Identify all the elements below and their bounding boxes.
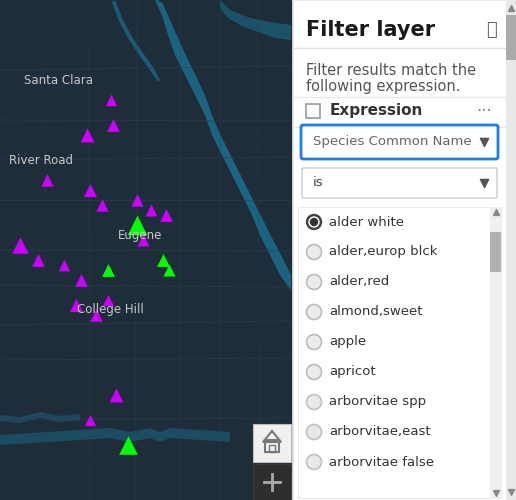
Text: alder,europ blck: alder,europ blck xyxy=(329,246,438,258)
Point xyxy=(16,241,24,249)
Text: almond,sweet: almond,sweet xyxy=(329,306,423,318)
Bar xyxy=(490,207,501,498)
Point xyxy=(124,441,132,449)
Bar xyxy=(30,70,130,150)
Polygon shape xyxy=(155,0,291,290)
Point xyxy=(83,131,91,139)
Text: River Road: River Road xyxy=(9,154,73,166)
Point xyxy=(162,211,170,219)
Circle shape xyxy=(311,218,317,226)
Circle shape xyxy=(307,244,321,260)
Point xyxy=(86,186,94,194)
Text: Expression: Expression xyxy=(330,104,423,118)
Circle shape xyxy=(309,217,319,227)
Bar xyxy=(0,0,291,500)
Point xyxy=(98,201,106,209)
Bar xyxy=(293,0,516,500)
Circle shape xyxy=(307,394,321,409)
Text: arborvitae false: arborvitae false xyxy=(329,456,434,468)
Circle shape xyxy=(307,454,321,469)
Circle shape xyxy=(307,364,321,380)
Text: following expression.: following expression. xyxy=(306,79,460,94)
Bar xyxy=(298,207,501,498)
Circle shape xyxy=(307,424,321,440)
Text: Species Common Name: Species Common Name xyxy=(313,136,472,148)
FancyBboxPatch shape xyxy=(302,168,497,198)
Text: Filter layer: Filter layer xyxy=(306,20,435,40)
Point xyxy=(133,221,141,229)
Text: Eugene: Eugene xyxy=(118,228,162,241)
Polygon shape xyxy=(112,0,160,82)
Text: 🗑: 🗑 xyxy=(486,21,497,39)
Point xyxy=(112,391,121,399)
Circle shape xyxy=(307,304,321,320)
Point xyxy=(165,266,173,274)
Point xyxy=(147,206,155,214)
Bar xyxy=(490,232,501,272)
Bar xyxy=(253,464,291,500)
Bar xyxy=(506,0,516,500)
Point xyxy=(480,138,488,146)
Point xyxy=(138,236,147,244)
Polygon shape xyxy=(0,412,80,423)
Text: is: is xyxy=(313,176,324,190)
Text: alder white: alder white xyxy=(329,216,404,228)
Bar xyxy=(80,300,120,500)
Point xyxy=(491,489,499,497)
Bar xyxy=(253,424,291,462)
Bar xyxy=(120,350,170,500)
Text: Filter results match the: Filter results match the xyxy=(306,63,476,78)
Point xyxy=(42,176,51,184)
Text: apricot: apricot xyxy=(329,366,376,378)
Point xyxy=(106,96,115,104)
Bar xyxy=(0,0,80,500)
Point xyxy=(480,179,488,187)
Text: alder,red: alder,red xyxy=(329,276,389,288)
Polygon shape xyxy=(220,0,291,40)
Point xyxy=(507,488,515,496)
Circle shape xyxy=(307,334,321,349)
Text: Santa Clara: Santa Clara xyxy=(24,74,93,86)
Bar xyxy=(265,440,279,452)
Text: ···: ··· xyxy=(476,102,492,120)
Bar xyxy=(269,445,275,452)
Text: arborvitae,east: arborvitae,east xyxy=(329,426,431,438)
Point xyxy=(104,296,112,304)
Point xyxy=(491,208,499,216)
Bar xyxy=(306,104,320,118)
Point xyxy=(159,256,167,264)
Polygon shape xyxy=(0,428,230,445)
Point xyxy=(109,121,118,129)
Point xyxy=(72,301,80,309)
Point xyxy=(507,4,515,12)
Point xyxy=(92,311,100,319)
Circle shape xyxy=(307,214,321,230)
Point xyxy=(104,266,112,274)
Point xyxy=(77,276,86,284)
Point xyxy=(60,261,68,269)
FancyBboxPatch shape xyxy=(301,125,498,159)
Text: arborvitae spp: arborvitae spp xyxy=(329,396,426,408)
Text: College Hill: College Hill xyxy=(77,304,144,316)
Point xyxy=(133,196,141,204)
Bar xyxy=(506,15,516,60)
Bar xyxy=(200,100,260,200)
Point xyxy=(34,256,42,264)
Circle shape xyxy=(307,274,321,289)
Point xyxy=(86,416,94,424)
Text: apple: apple xyxy=(329,336,366,348)
